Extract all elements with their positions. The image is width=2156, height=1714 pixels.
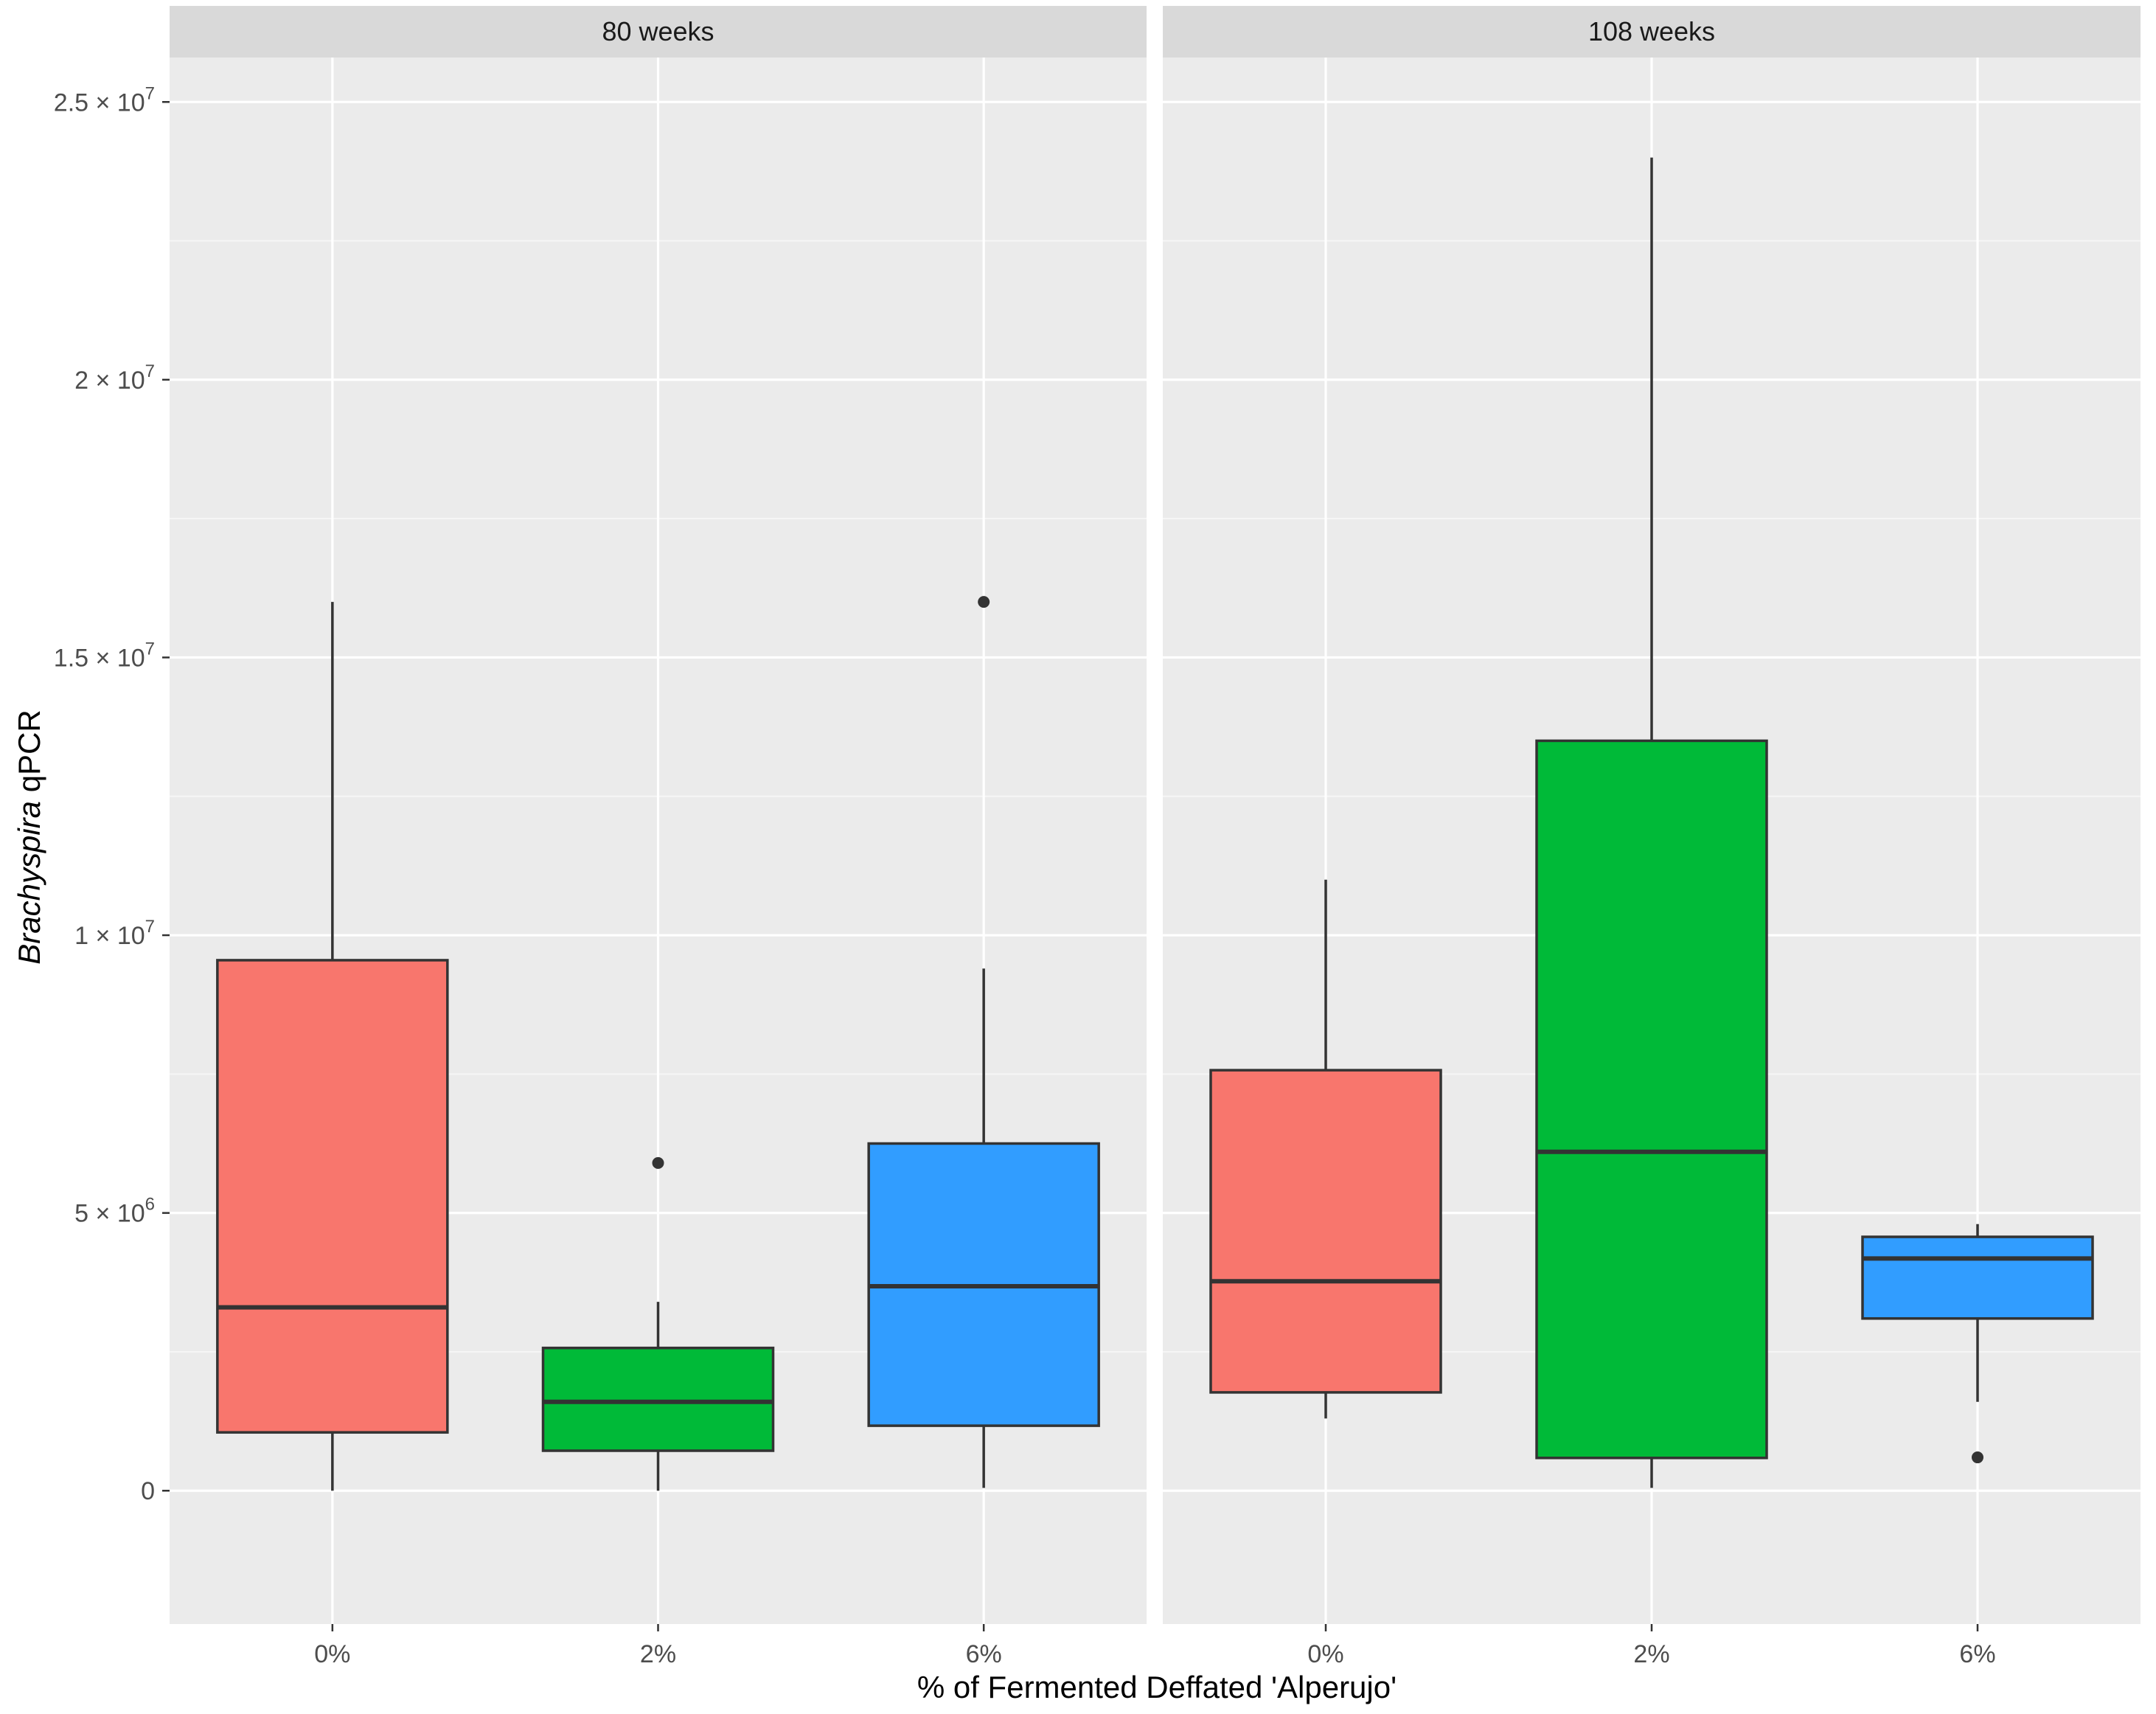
panel-2: 108 weeks xyxy=(1163,6,2141,1624)
box-iqr xyxy=(1861,1235,2094,1320)
box-iqr xyxy=(1209,1069,1442,1394)
box-2pct xyxy=(541,1156,775,1491)
x-tick-label: 2% xyxy=(1633,1640,1669,1668)
y-tick-label: 1 × 107 xyxy=(74,917,155,950)
panel-strip-label: 108 weeks xyxy=(1588,16,1715,46)
box-6pct xyxy=(1861,1224,2094,1464)
panel-strip-label: 80 weeks xyxy=(602,16,714,46)
outlier-point xyxy=(652,1156,664,1169)
y-tick-label: 2 × 107 xyxy=(74,361,155,395)
x-tick-label: 0% xyxy=(1307,1640,1343,1668)
outlier-point xyxy=(978,596,990,608)
y-tick-label: 0 xyxy=(141,1477,155,1505)
panel-strip xyxy=(1163,6,2141,58)
y-tick-label: 1.5 × 107 xyxy=(54,639,155,672)
box-iqr xyxy=(541,1346,775,1452)
x-tick-label: 6% xyxy=(966,1640,1002,1668)
x-tick-label: 6% xyxy=(1959,1640,1995,1668)
x-axis-title: % of Fermented Deffated 'Alperujo' xyxy=(917,1670,1397,1704)
y-axis-title-italic: Brachyspira xyxy=(12,801,46,965)
box-iqr xyxy=(216,959,449,1434)
x-tick-label: 2% xyxy=(640,1640,676,1668)
panel-1: 80 weeks xyxy=(170,6,1147,1624)
box-0pct xyxy=(1209,879,1442,1419)
y-tick-label: 5 × 106 xyxy=(74,1195,155,1228)
box-iqr xyxy=(1535,739,1768,1460)
box-6pct xyxy=(867,596,1100,1488)
box-0pct xyxy=(216,602,449,1491)
outlier-point xyxy=(1972,1451,1983,1464)
y-axis-title: Brachyspira qPCR xyxy=(12,709,46,964)
y-axis-title-rest: qPCR xyxy=(12,709,46,801)
y-tick-label: 2.5 × 107 xyxy=(54,83,155,117)
x-tick-label: 0% xyxy=(314,1640,350,1668)
box-2pct xyxy=(1535,157,1768,1488)
panel-strip xyxy=(170,6,1147,58)
